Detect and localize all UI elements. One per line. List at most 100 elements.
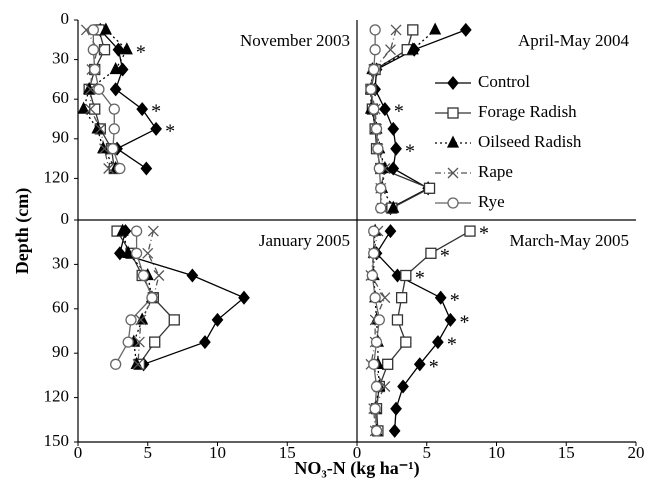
marker-square xyxy=(407,24,419,36)
significance-marker: * xyxy=(415,267,425,289)
marker-diamond xyxy=(444,312,457,327)
marker-circle xyxy=(122,336,134,348)
marker-circle xyxy=(368,103,380,115)
marker-square xyxy=(400,269,412,282)
y-tick-label: 0 xyxy=(61,209,70,228)
marker-x xyxy=(103,163,115,174)
marker-circle xyxy=(368,358,380,370)
marker-circle xyxy=(370,425,383,437)
marker-square xyxy=(382,358,394,370)
x-tick-label: 5 xyxy=(144,443,153,462)
marker-square xyxy=(149,336,161,348)
x-tick-label: 0 xyxy=(74,443,83,462)
series-line xyxy=(370,230,386,431)
marker-triangle xyxy=(77,101,90,114)
series-line xyxy=(375,230,471,431)
significance-marker: * xyxy=(459,311,469,333)
marker-diamond xyxy=(238,290,250,305)
marker-circle xyxy=(89,63,101,76)
marker-square xyxy=(423,182,436,194)
series-line xyxy=(370,29,397,209)
marker-circle xyxy=(368,225,380,237)
marker-triangle xyxy=(406,42,419,55)
legend-label: Rye xyxy=(478,192,505,211)
panel-title: March-May 2005 xyxy=(510,231,629,250)
marker-circle xyxy=(366,269,378,282)
marker-x xyxy=(447,167,459,179)
y-axis-label: Depth (cm) xyxy=(12,188,33,274)
marker-diamond xyxy=(387,121,400,136)
marker-circle xyxy=(368,247,380,259)
marker-diamond xyxy=(390,141,402,156)
marker-triangle xyxy=(429,22,442,35)
y-tick-label: 120 xyxy=(44,167,70,186)
marker-circle xyxy=(87,44,99,56)
marker-triangle xyxy=(109,62,122,75)
y-tick-label: 90 xyxy=(52,128,69,147)
legend-label: Forage Radish xyxy=(478,102,577,121)
marker-diamond xyxy=(199,335,211,350)
x-tick-label: 0 xyxy=(353,443,362,462)
marker-diamond xyxy=(388,423,401,438)
marker-square xyxy=(395,292,408,304)
marker-circle xyxy=(110,358,122,370)
significance-marker: * xyxy=(440,245,450,267)
x-tick-label: 20 xyxy=(628,443,645,462)
marker-circle xyxy=(93,83,105,95)
significance-marker: * xyxy=(429,356,439,378)
marker-square xyxy=(168,314,180,326)
y-tick-label: 150 xyxy=(44,431,70,450)
significance-marker: * xyxy=(447,334,457,356)
y-tick-label: 90 xyxy=(52,342,69,361)
marker-triangle xyxy=(387,200,400,213)
marker-circle xyxy=(370,123,383,135)
marker-circle xyxy=(372,143,384,155)
marker-square xyxy=(400,336,412,348)
x-tick-label: 15 xyxy=(279,443,296,462)
y-tick-label: 0 xyxy=(61,9,70,28)
significance-marker: * xyxy=(405,140,415,162)
marker-circle xyxy=(375,182,387,194)
significance-marker: * xyxy=(450,289,460,311)
x-tick-label: 15 xyxy=(558,443,575,462)
marker-diamond xyxy=(434,290,447,305)
marker-x xyxy=(147,225,159,237)
marker-diamond xyxy=(150,121,162,136)
marker-x xyxy=(85,103,97,115)
marker-circle xyxy=(130,225,143,237)
marker-circle xyxy=(369,292,381,304)
y-tick-label: 30 xyxy=(52,49,69,68)
marker-square xyxy=(464,225,476,237)
marker-circle xyxy=(137,269,150,282)
marker-circle xyxy=(369,403,381,415)
marker-x xyxy=(132,358,144,370)
series-line xyxy=(370,29,436,209)
marker-x xyxy=(94,123,106,135)
marker-diamond xyxy=(136,102,149,117)
series-line xyxy=(373,231,380,431)
marker-diamond xyxy=(390,401,402,416)
marker-x xyxy=(379,292,391,304)
marker-circle xyxy=(107,143,119,155)
panel-title: January 2005 xyxy=(259,231,350,250)
marker-triangle xyxy=(116,223,129,236)
marker-circle xyxy=(447,197,459,209)
y-tick-label: 30 xyxy=(52,253,69,272)
marker-x xyxy=(142,247,154,259)
marker-circle xyxy=(373,162,385,175)
marker-circle xyxy=(114,162,126,175)
panel-title: November 2003 xyxy=(240,31,350,50)
marker-triangle xyxy=(99,22,112,35)
marker-diamond xyxy=(459,22,472,37)
significance-marker: * xyxy=(165,120,175,142)
marker-circle xyxy=(375,202,387,214)
marker-circle xyxy=(369,24,381,36)
x-tick-label: 5 xyxy=(423,443,432,462)
marker-diamond xyxy=(432,335,444,350)
marker-circle xyxy=(108,123,120,135)
marker-circle xyxy=(370,336,383,348)
marker-x xyxy=(153,270,165,281)
